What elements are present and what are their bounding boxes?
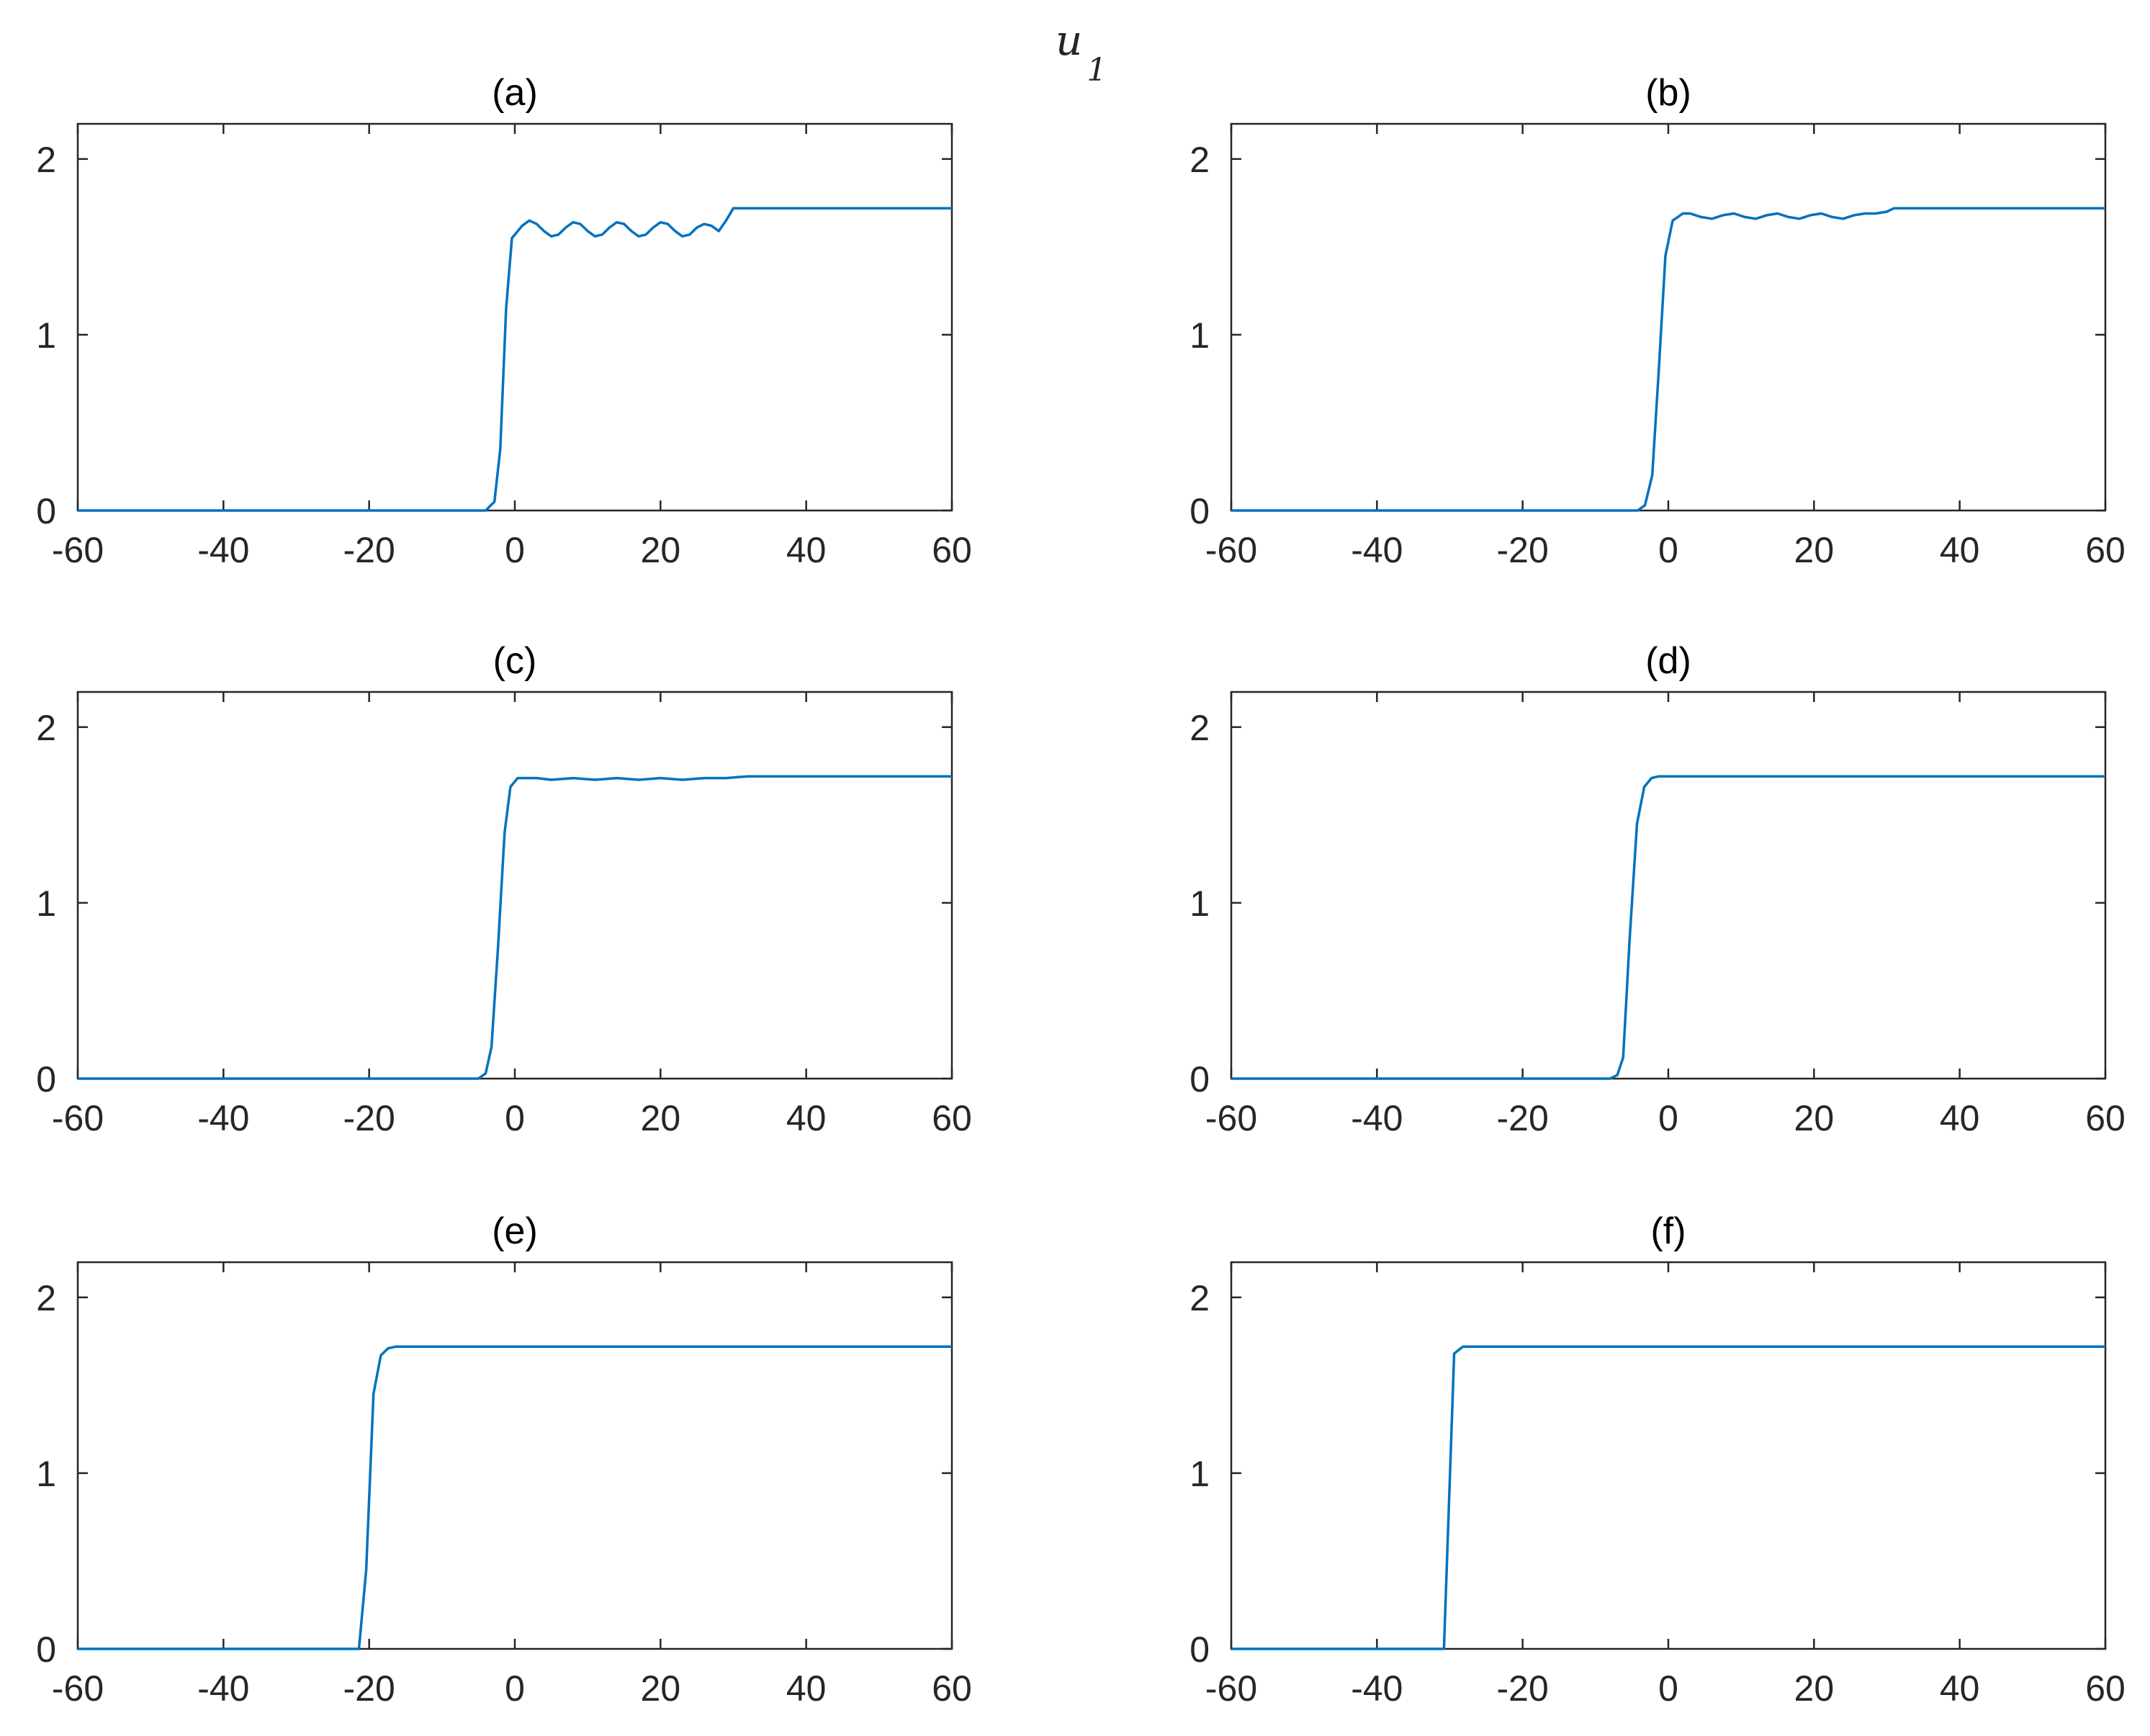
x-tick-label: 20: [641, 1668, 681, 1709]
panel-title: (c): [493, 640, 537, 682]
panel-f: (f) -60 -40 -20 0 20 40 60 0 1 2: [1189, 1210, 2126, 1709]
series-line-u1: [1231, 1345, 2105, 1650]
axes-box: [1230, 1261, 2107, 1650]
y-tick-label: 1: [36, 1454, 56, 1494]
x-tick-label: -60: [1205, 530, 1257, 570]
series-line-u1: [78, 775, 952, 1080]
axes-box: [1230, 691, 2107, 1080]
x-tick-label: 20: [641, 530, 681, 570]
y-tick-label: 0: [1189, 491, 1210, 531]
x-tick-label: -40: [1351, 530, 1403, 570]
panel-title: (e): [492, 1210, 538, 1252]
panel-title: (b): [1645, 72, 1691, 114]
x-tick-label: 40: [786, 1668, 827, 1709]
series-line-u1: [78, 1345, 952, 1650]
y-tick-label: 1: [1189, 315, 1210, 356]
x-tick-label: -20: [1497, 1098, 1549, 1138]
panel-title: (f): [1650, 1210, 1686, 1252]
x-tick-label: -40: [197, 530, 249, 570]
x-tick-label: -60: [52, 530, 104, 570]
x-tick-label: 0: [1658, 1098, 1678, 1138]
series-line-u1: [1231, 207, 2105, 512]
panel-d: (d) -60 -40 -20 0 20 40 60 0 1 2: [1189, 640, 2126, 1138]
y-tick-label: 2: [36, 140, 56, 180]
y-tick-label: 0: [36, 1629, 56, 1670]
x-tick-label: -40: [1351, 1098, 1403, 1138]
x-tick-label: 0: [1658, 1668, 1678, 1709]
x-tick-label: -40: [197, 1098, 249, 1138]
x-tick-label: 40: [1940, 1668, 1980, 1709]
x-tick-label: 0: [1658, 530, 1678, 570]
x-tick-label: 0: [505, 1668, 525, 1709]
x-tick-label: -20: [1497, 1668, 1549, 1709]
axes-box: [76, 1261, 953, 1650]
x-tick-label: -40: [197, 1668, 249, 1709]
panel-a: (a) -60 -40 -20 0 20 40 60 0 1 2: [36, 72, 972, 570]
y-tick-label: 1: [36, 315, 56, 356]
x-tick-label: 20: [641, 1098, 681, 1138]
y-tick-label: 2: [36, 1278, 56, 1318]
x-tick-label: 60: [932, 530, 972, 570]
x-tick-label: -60: [52, 1668, 104, 1709]
x-tick-label: -20: [343, 1098, 395, 1138]
axes-box: [1230, 122, 2107, 512]
y-tick-label: 0: [36, 1059, 56, 1099]
figure-title: u1: [1056, 16, 1107, 89]
x-tick-label: 0: [505, 530, 525, 570]
x-tick-label: -60: [1205, 1098, 1257, 1138]
panel-c: (c) -60 -40 -20 0 20 40 60 0 1 2: [36, 640, 972, 1138]
x-tick-label: 60: [2085, 530, 2126, 570]
x-tick-label: 40: [1940, 530, 1980, 570]
x-tick-label: 0: [505, 1098, 525, 1138]
series-line-u1: [1231, 775, 2105, 1080]
panel-e: (e) -60 -40 -20 0 20 40 60 0 1 2: [36, 1210, 972, 1709]
y-tick-label: 2: [36, 708, 56, 748]
x-tick-label: 60: [2085, 1668, 2126, 1709]
figure-title-main: u: [1056, 16, 1082, 65]
x-tick-label: -20: [343, 1668, 395, 1709]
x-tick-label: -60: [1205, 1668, 1257, 1709]
x-tick-label: -20: [1497, 530, 1549, 570]
x-tick-label: 20: [1794, 530, 1835, 570]
axes-box: [76, 691, 953, 1080]
y-tick-label: 0: [36, 491, 56, 531]
axes-box: [76, 122, 953, 512]
y-tick-label: 1: [36, 883, 56, 924]
y-tick-label: 1: [1189, 1454, 1210, 1494]
series-line-u1: [78, 207, 952, 512]
x-tick-label: 20: [1794, 1668, 1835, 1709]
y-tick-label: 1: [1189, 883, 1210, 924]
x-tick-label: -60: [52, 1098, 104, 1138]
x-tick-label: 40: [786, 530, 827, 570]
x-tick-label: 60: [932, 1098, 972, 1138]
x-tick-label: 20: [1794, 1098, 1835, 1138]
panel-b: (b) -60 -40 -20 0 20 40 60 0 1 2: [1189, 72, 2126, 570]
y-tick-label: 2: [1189, 1278, 1210, 1318]
x-tick-label: 40: [786, 1098, 827, 1138]
x-tick-label: 60: [2085, 1098, 2126, 1138]
y-tick-label: 2: [1189, 708, 1210, 748]
y-tick-label: 0: [1189, 1629, 1210, 1670]
panel-title: (d): [1645, 640, 1691, 682]
x-tick-label: 60: [932, 1668, 972, 1709]
y-tick-label: 0: [1189, 1059, 1210, 1099]
x-tick-label: 40: [1940, 1098, 1980, 1138]
figure-title-subscript: 1: [1087, 52, 1107, 89]
panel-title: (a): [492, 72, 538, 114]
x-tick-label: -20: [343, 530, 395, 570]
y-tick-label: 2: [1189, 140, 1210, 180]
x-tick-label: -40: [1351, 1668, 1403, 1709]
